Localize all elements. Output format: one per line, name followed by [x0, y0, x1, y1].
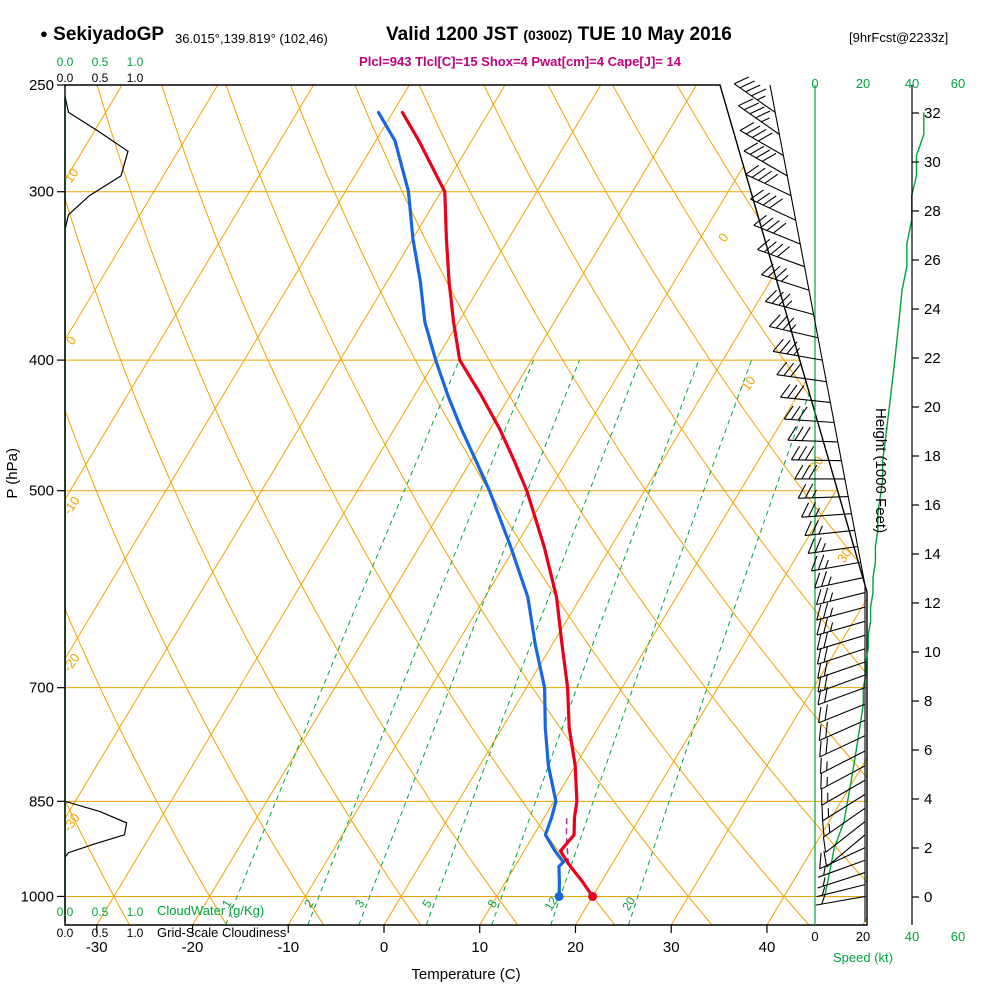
valid-title: Valid 1200 JST (0300Z) TUE 10 May 2016 [386, 24, 732, 46]
temperature-curve [400, 110, 595, 899]
svg-text:28: 28 [924, 203, 941, 220]
valid-time: Valid 1200 JST [386, 24, 519, 45]
svg-text:0: 0 [811, 76, 818, 91]
svg-text:8: 8 [485, 897, 501, 910]
svg-text:14: 14 [924, 546, 941, 563]
svg-text:10: 10 [61, 165, 82, 185]
svg-text:0.0: 0.0 [57, 71, 74, 85]
svg-text:0.5: 0.5 [92, 926, 109, 940]
svg-text:8: 8 [924, 693, 932, 710]
cloudiness-scale-label: Grid-Scale Cloudiness [157, 925, 287, 940]
svg-text:0: 0 [811, 929, 818, 944]
wind-staff-line [769, 84, 866, 922]
svg-text:0: 0 [715, 230, 731, 245]
forecast-tag: [9hrFcst@2233z] [849, 30, 949, 45]
valid-date: TUE 10 May 2016 [577, 24, 732, 45]
svg-text:22: 22 [924, 350, 941, 367]
station-coords: 36.015°,139.819° (102,46) [175, 31, 328, 46]
svg-text:30: 30 [924, 154, 941, 171]
cloudiness-profile [65, 96, 129, 923]
svg-text:10: 10 [738, 373, 759, 393]
svg-text:6: 6 [924, 742, 932, 759]
svg-text:1000: 1000 [21, 888, 54, 905]
svg-text:-10: -10 [60, 493, 83, 517]
svg-text:0: 0 [380, 939, 388, 956]
cloudwater-scale-label: CloudWater (g/Kg) [157, 903, 265, 918]
svg-text:-30: -30 [86, 939, 108, 956]
svg-text:20: 20 [856, 929, 870, 944]
svg-text:60: 60 [951, 929, 965, 944]
svg-text:0.0: 0.0 [57, 926, 74, 940]
svg-text:400: 400 [29, 352, 54, 369]
svg-text:300: 300 [29, 184, 54, 201]
svg-text:18: 18 [924, 448, 941, 465]
svg-text:60: 60 [951, 76, 965, 91]
mixing-ratio-lines [225, 359, 822, 925]
svg-text:1.0: 1.0 [127, 905, 144, 919]
svg-text:-20: -20 [182, 939, 204, 956]
svg-text:-20: -20 [60, 650, 83, 674]
parcel-curve [565, 814, 594, 897]
svg-text:20: 20 [567, 939, 584, 956]
svg-text:0.0: 0.0 [57, 905, 74, 919]
svg-text:40: 40 [905, 76, 919, 91]
station-bullet-icon: ● [40, 26, 48, 41]
surface-temp-marker [588, 891, 598, 901]
svg-text:32: 32 [924, 105, 941, 122]
speed-curve [824, 112, 925, 897]
stability-indices: Plcl=943 Tlcl[C]=15 Shox=4 Pwat[cm]=4 Ca… [359, 54, 681, 69]
svg-text:2: 2 [924, 840, 932, 857]
pressure-axis-label: P (hPa) [4, 448, 21, 499]
svg-text:1.0: 1.0 [127, 71, 144, 85]
svg-text:4: 4 [924, 791, 932, 808]
svg-text:1.0: 1.0 [127, 55, 144, 69]
svg-text:0.5: 0.5 [92, 905, 109, 919]
svg-text:0.5: 0.5 [92, 55, 109, 69]
svg-text:0.5: 0.5 [92, 71, 109, 85]
surface-dewpoint-marker [554, 891, 564, 901]
svg-text:26: 26 [924, 252, 941, 269]
svg-text:250: 250 [29, 77, 54, 94]
svg-text:30: 30 [663, 939, 680, 956]
svg-text:16: 16 [924, 497, 941, 514]
dewpoint-curve [376, 110, 566, 899]
speed-axis-label: Speed (kt) [833, 950, 893, 965]
svg-text:20: 20 [924, 399, 941, 416]
station-title: ● SekiyadoGP [40, 24, 164, 46]
wind-barbs [733, 76, 866, 922]
plot-border [64, 84, 868, 926]
svg-text:1.0: 1.0 [127, 926, 144, 940]
svg-text:0: 0 [924, 889, 932, 906]
station-name: SekiyadoGP [53, 24, 165, 45]
height-axis-label: Height (1000 Feet) [872, 408, 889, 534]
svg-text:12: 12 [924, 595, 941, 612]
svg-text:30: 30 [834, 545, 855, 565]
svg-text:-10: -10 [277, 939, 299, 956]
svg-text:40: 40 [905, 929, 919, 944]
svg-text:5: 5 [419, 897, 435, 910]
isobars [65, 191, 867, 897]
svg-text:20: 20 [856, 76, 870, 91]
svg-text:40: 40 [759, 939, 776, 956]
svg-text:700: 700 [29, 680, 54, 697]
svg-text:850: 850 [29, 793, 54, 810]
svg-text:24: 24 [924, 301, 941, 318]
svg-text:10: 10 [924, 644, 941, 661]
svg-text:500: 500 [29, 483, 54, 500]
temperature-axis-label: Temperature (C) [411, 966, 521, 983]
svg-text:10: 10 [471, 939, 488, 956]
valid-zulu: (0300Z) [523, 27, 573, 43]
svg-text:0.0: 0.0 [57, 55, 74, 69]
svg-text:20: 20 [806, 453, 827, 473]
